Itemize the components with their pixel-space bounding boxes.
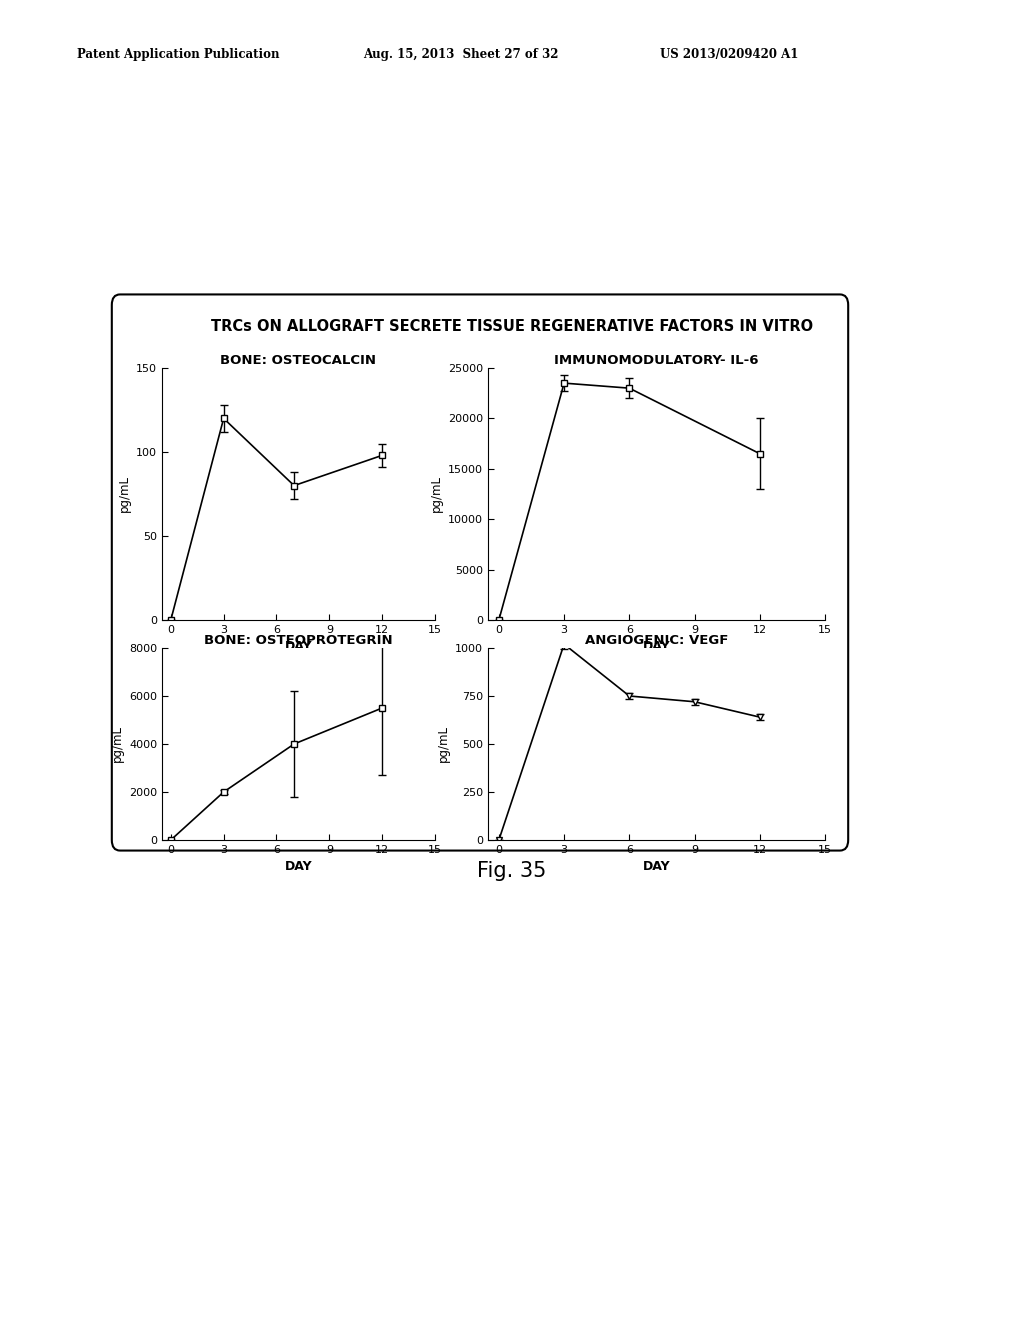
Title: IMMUNOMODULATORY- IL-6: IMMUNOMODULATORY- IL-6 bbox=[554, 354, 759, 367]
X-axis label: DAY: DAY bbox=[285, 640, 312, 653]
Text: Patent Application Publication: Patent Application Publication bbox=[77, 48, 280, 61]
Y-axis label: pg/mL: pg/mL bbox=[118, 475, 131, 512]
Text: TRCs ON ALLOGRAFT SECRETE TISSUE REGENERATIVE FACTORS IN VITRO: TRCs ON ALLOGRAFT SECRETE TISSUE REGENER… bbox=[211, 319, 813, 334]
Text: US 2013/0209420 A1: US 2013/0209420 A1 bbox=[660, 48, 799, 61]
Text: Fig. 35: Fig. 35 bbox=[477, 861, 547, 880]
Y-axis label: pg/mL: pg/mL bbox=[429, 475, 442, 512]
Title: BONE: OSTEOPROTEGRIN: BONE: OSTEOPROTEGRIN bbox=[204, 634, 393, 647]
Text: Aug. 15, 2013  Sheet 27 of 32: Aug. 15, 2013 Sheet 27 of 32 bbox=[364, 48, 559, 61]
Title: ANGIOGENIC: VEGF: ANGIOGENIC: VEGF bbox=[585, 634, 728, 647]
X-axis label: DAY: DAY bbox=[643, 640, 671, 653]
Y-axis label: pg/mL: pg/mL bbox=[436, 726, 450, 763]
Y-axis label: pg/mL: pg/mL bbox=[111, 726, 124, 763]
Title: BONE: OSTEOCALCIN: BONE: OSTEOCALCIN bbox=[220, 354, 377, 367]
X-axis label: DAY: DAY bbox=[643, 861, 671, 874]
X-axis label: DAY: DAY bbox=[285, 861, 312, 874]
